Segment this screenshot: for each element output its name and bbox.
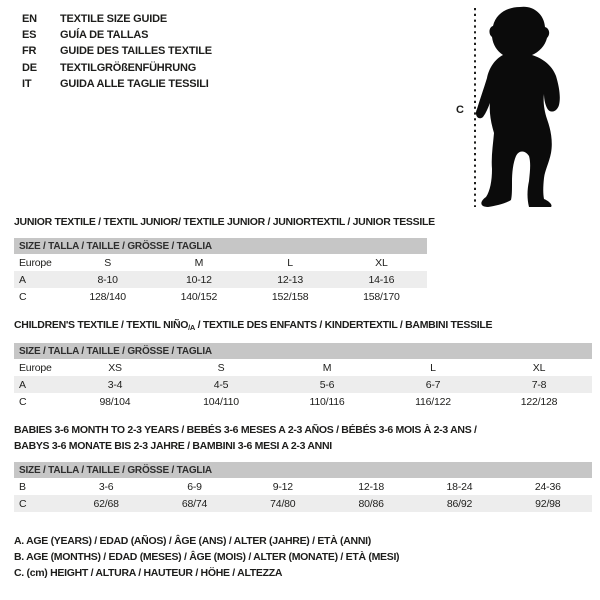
lang-row-fr: FR GUIDE DES TAILLES TEXTILE [22,43,212,59]
size-band: SIZE / TALLA / TAILLE / GRÖSSE / TAGLIA [14,343,592,359]
table-row-c: C 98/104 104/110 110/116 116/122 122/128 [14,393,592,410]
column-header: L [287,256,293,269]
cell: 158/170 [363,290,400,303]
table-row-c: C 128/140 140/152 152/158 158/170 [14,288,427,305]
lang-code: FR [22,45,37,58]
children-size-table: SIZE / TALLA / TAILLE / GRÖSSE / TAGLIA … [14,343,592,410]
column-header: XL [532,361,546,374]
row-label: C [19,497,27,510]
cell: 80/86 [358,497,384,510]
legend-notes: A. AGE (YEARS) / EDAD (AÑOS) / ÂGE (ANS)… [14,533,400,581]
table-row-a: A 8-10 10-12 12-13 14-16 [14,271,427,288]
size-band: SIZE / TALLA / TAILLE / GRÖSSE / TAGLIA [14,462,592,478]
cell: 74/80 [270,497,296,510]
column-header: M [194,256,204,269]
cell: 116/122 [415,395,451,408]
column-header: XS [108,361,122,374]
lang-row-it: IT GUIDA ALLE TAGLIE TESSILI [22,76,212,92]
cell: 3-4 [107,378,123,391]
toddler-silhouette-icon [474,6,560,207]
cell: 122/128 [520,395,558,408]
cell: 68/74 [181,497,208,510]
cell: 9-12 [272,480,293,493]
lang-code: ES [22,29,37,42]
lang-title: TEXTILGRÖßENFÜHRUNG [60,61,197,74]
junior-table-title: JUNIOR TEXTILE / TEXTIL JUNIOR/ TEXTILE … [14,216,435,228]
cell: 128/140 [89,290,126,303]
lang-code: DE [22,61,37,74]
lang-title: GUIDA ALLE TAGLIE TESSILI [60,77,209,90]
cell: 62/68 [93,497,119,510]
children-table-title: CHILDREN'S TEXTILE / TEXTIL NIÑO/A / TEX… [14,319,493,332]
note-age-years: A. AGE (YEARS) / EDAD (AÑOS) / ÂGE (ANS)… [14,535,371,547]
row-label: C [19,290,27,303]
babies-size-table: SIZE / TALLA / TAILLE / GRÖSSE / TAGLIA … [14,462,592,512]
cell: 98/104 [99,395,131,408]
cell: 14-16 [368,273,395,286]
cell: 4-5 [213,378,229,391]
row-label: A [19,378,26,391]
cell: 24-36 [534,480,561,493]
cell: 5-6 [319,378,335,391]
lang-row-en: EN TEXTILE SIZE GUIDE [22,11,212,27]
cell: 3-6 [98,480,114,493]
table-row-b: B 3-6 6-9 9-12 12-18 18-24 24-36 [14,478,592,495]
cell: 7-8 [531,378,547,391]
title-line-1: BABIES 3-6 MONTH TO 2-3 YEARS / BEBÉS 3-… [14,424,477,436]
row-label: A [19,273,26,286]
cell: 18-24 [446,480,473,493]
cell: 8-10 [97,273,118,286]
cell: 86/92 [446,497,473,510]
lang-code: EN [22,13,37,26]
table-row-a: A 3-4 4-5 5-6 6-7 7-8 [14,376,592,393]
lang-title: GUÍA DE TALLAS [60,29,149,42]
cell: 140/152 [180,290,218,303]
column-header: Europe [19,361,52,374]
column-header: S [104,256,112,269]
column-header: Europe [19,256,52,269]
cell: 10-12 [185,273,212,286]
cell: 6-9 [187,480,202,493]
lang-code: IT [22,77,32,90]
cell: 110/116 [309,395,345,408]
cell: 152/158 [271,290,309,303]
title-rest: / TEXTILE DES ENFANTS / KINDERTEXTIL / B… [195,319,493,331]
columns-row: Europe XS S M L XL [14,359,592,376]
cell: 92/98 [535,497,561,510]
row-label: C [19,395,27,408]
cell: 6-7 [425,378,441,391]
row-label: B [19,480,26,493]
note-height-cm: C. (cm) HEIGHT / ALTURA / HAUTEUR / HÖHE… [14,567,283,579]
lang-row-es: ES GUÍA DE TALLAS [22,27,212,43]
language-list: EN TEXTILE SIZE GUIDE ES GUÍA DE TALLAS … [22,11,212,92]
lang-title: TEXTILE SIZE GUIDE [60,13,168,26]
babies-table-title: BABIES 3-6 MONTH TO 2-3 YEARS / BEBÉS 3-… [14,423,477,454]
lang-row-de: DE TEXTILGRÖßENFÜHRUNG [22,60,212,76]
columns-row: Europe S M L XL [14,254,427,271]
cell: 104/110 [203,395,239,408]
column-header: M [322,361,332,374]
junior-size-table: SIZE / TALLA / TAILLE / GRÖSSE / TAGLIA … [14,238,427,305]
height-figure: C [450,0,580,215]
note-age-months: B. AGE (MONTHS) / EDAD (MESES) / ÂGE (MO… [14,551,400,563]
column-header: XL [375,256,388,269]
height-measure-label: C [456,104,464,116]
title-subscript: /A [188,323,196,332]
cell: 12-13 [277,273,304,286]
cell: 12-18 [358,480,385,493]
size-band: SIZE / TALLA / TAILLE / GRÖSSE / TAGLIA [14,238,427,254]
toddler-silhouette [475,6,560,207]
column-header: L [430,361,436,374]
title-line-2: BABYS 3-6 MONATE BIS 2-3 JAHRE / BAMBINI… [14,439,332,452]
lang-title: GUIDE DES TAILLES TEXTILE [60,45,212,58]
title-main: CHILDREN'S TEXTILE / TEXTIL NIÑO [14,319,189,331]
table-row-c: C 62/68 68/74 74/80 80/86 86/92 92/98 [14,495,592,512]
column-header: S [217,361,225,374]
